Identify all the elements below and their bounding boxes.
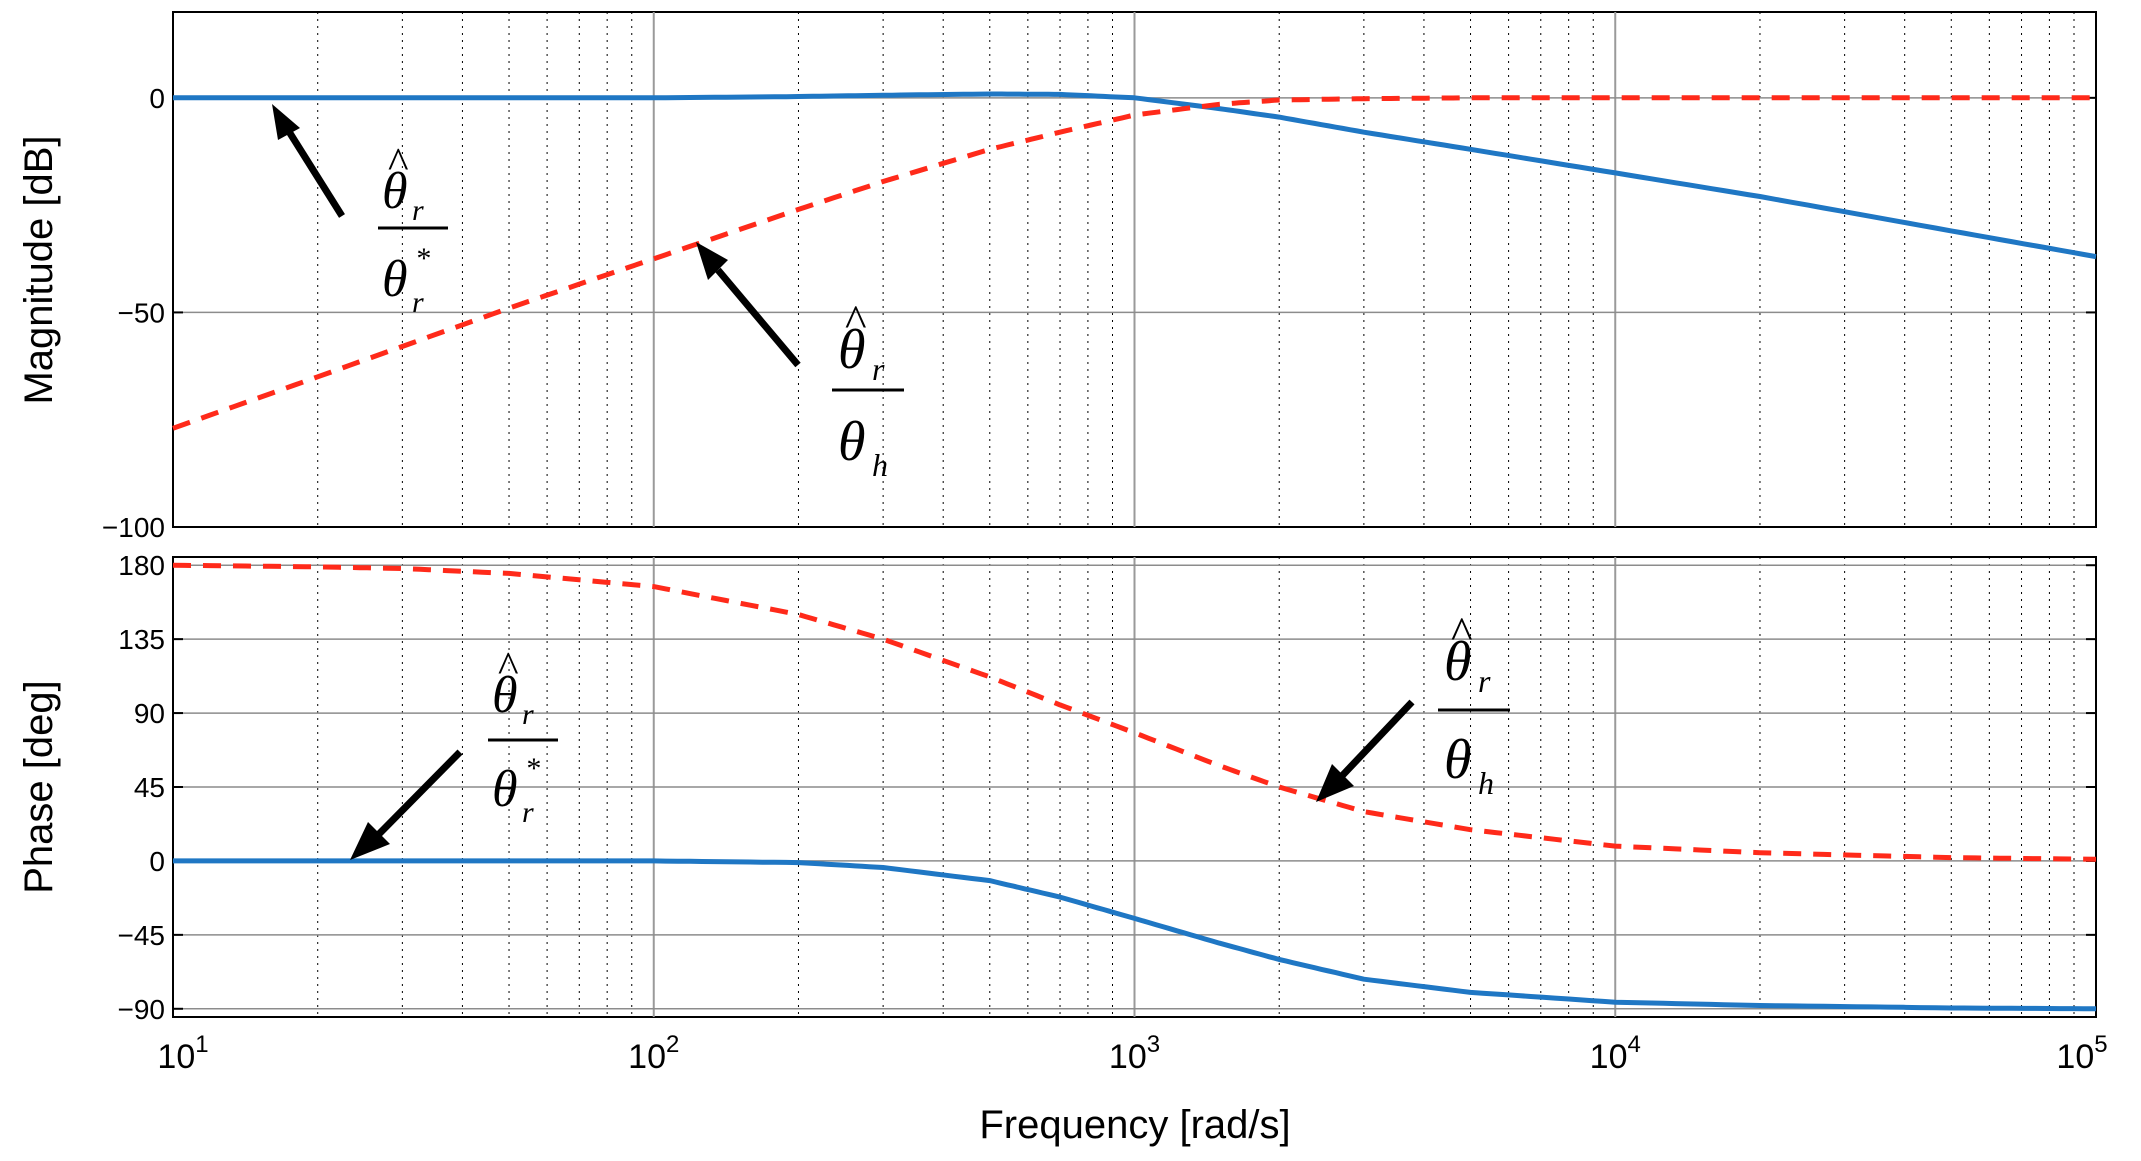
x-tick-label: 102 [628, 1031, 679, 1076]
y-tick-label: 90 [134, 698, 165, 729]
phase-annotation-disturbance-arrowhead [1316, 764, 1354, 802]
phase-ann1-num-sub: r [522, 698, 534, 731]
phase-annotation-reference-arrow [375, 749, 463, 838]
y-tick-label: 45 [134, 772, 165, 803]
series-line-reference [173, 91, 2097, 260]
phase-ann2-numerator: θ [1444, 631, 1472, 693]
x-tick-label: 103 [1109, 1031, 1160, 1076]
series-line-disturbance [172, 562, 2097, 862]
phase-ann1-hat: ^ [497, 643, 518, 692]
mag-ann2-hat: ^ [844, 295, 866, 346]
x-tick-label: 105 [2056, 1031, 2107, 1076]
y-tick-label: −45 [118, 920, 166, 951]
phase-grid [173, 557, 2096, 1017]
magnitude-y-ticks: 0 −50 −100 [102, 83, 165, 543]
magnitude-y-label: Magnitude [dB] [17, 135, 61, 404]
annotations: θ ^ r θ * r θ ^ r θ h θ ^ r θ * [272, 104, 1510, 860]
mag-ann1-den-sub: r [412, 286, 424, 319]
x-tick-label: 104 [1590, 1031, 1641, 1076]
phase-ann2-denominator: θ [1444, 729, 1472, 791]
series-line-disturbance [172, 95, 2096, 431]
mag-ann2-numerator: θ [838, 319, 866, 381]
mag-ann1-denominator: θ [382, 251, 408, 308]
phase-ann1-den-sub: r [522, 796, 534, 829]
phase-ann2-num-sub: r [1478, 663, 1491, 699]
mag-ann1-num-sub: r [412, 194, 424, 227]
phase-series [172, 562, 2097, 1012]
x-axis-label: Frequency [rad/s] [979, 1103, 1290, 1147]
phase-ann1-numerator: θ [492, 667, 518, 724]
y-tick-label: 180 [118, 550, 165, 581]
phase-y-label: Phase [deg] [17, 680, 61, 894]
phase-ann1-denominator: θ [492, 761, 518, 818]
y-tick-label: −100 [102, 512, 165, 543]
mag-ann2-num-sub: r [872, 351, 885, 387]
phase-ann1-den-sup: * [525, 752, 540, 785]
phase-annotation-disturbance-arrow [1337, 699, 1415, 781]
phase-annotation-reference: θ ^ r θ * r [350, 643, 558, 860]
magnitude-series [172, 91, 2097, 431]
y-tick-label: 0 [149, 846, 165, 877]
phase-annotation-reference-arrowhead [350, 822, 390, 860]
phase-panel: 180 135 90 45 0 −45 −90 Phase [deg] [17, 550, 2097, 1025]
mag-annotation-disturbance-arrowhead [696, 242, 728, 280]
y-tick-label: 0 [149, 83, 165, 114]
phase-y-ticks: 180 135 90 45 0 −45 −90 [118, 550, 166, 1025]
phase-ann2-hat: ^ [1450, 607, 1472, 658]
x-tick-label: 101 [157, 1031, 208, 1076]
mag-annotation-reference-arrowhead [272, 104, 300, 140]
y-tick-label: −90 [118, 994, 166, 1025]
mag-annotation-disturbance-arrow [715, 267, 801, 368]
y-tick-label: −50 [118, 297, 166, 328]
x-axis-ticks: 101 102 103 104 105 [157, 1031, 2107, 1076]
mag-annotation-reference-arrow [285, 128, 345, 218]
mag-annotation-disturbance: θ ^ r θ h [696, 242, 904, 483]
mag-ann1-den-sup: * [415, 242, 430, 275]
magnitude-panel: 0 −50 −100 Magnitude [dB] [17, 11, 2097, 543]
mag-ann2-den-sub: h [872, 447, 888, 483]
y-tick-label: 135 [118, 624, 165, 655]
mag-ann2-denominator: θ [838, 411, 866, 473]
mag-annotation-reference: θ ^ r θ * r [272, 104, 448, 319]
series-line-reference [173, 858, 2097, 1012]
mag-ann1-numerator: θ [382, 163, 408, 220]
mag-ann1-hat: ^ [387, 139, 408, 188]
phase-ann2-den-sub: h [1478, 765, 1494, 801]
phase-annotation-disturbance: θ ^ r θ h [1316, 607, 1510, 802]
